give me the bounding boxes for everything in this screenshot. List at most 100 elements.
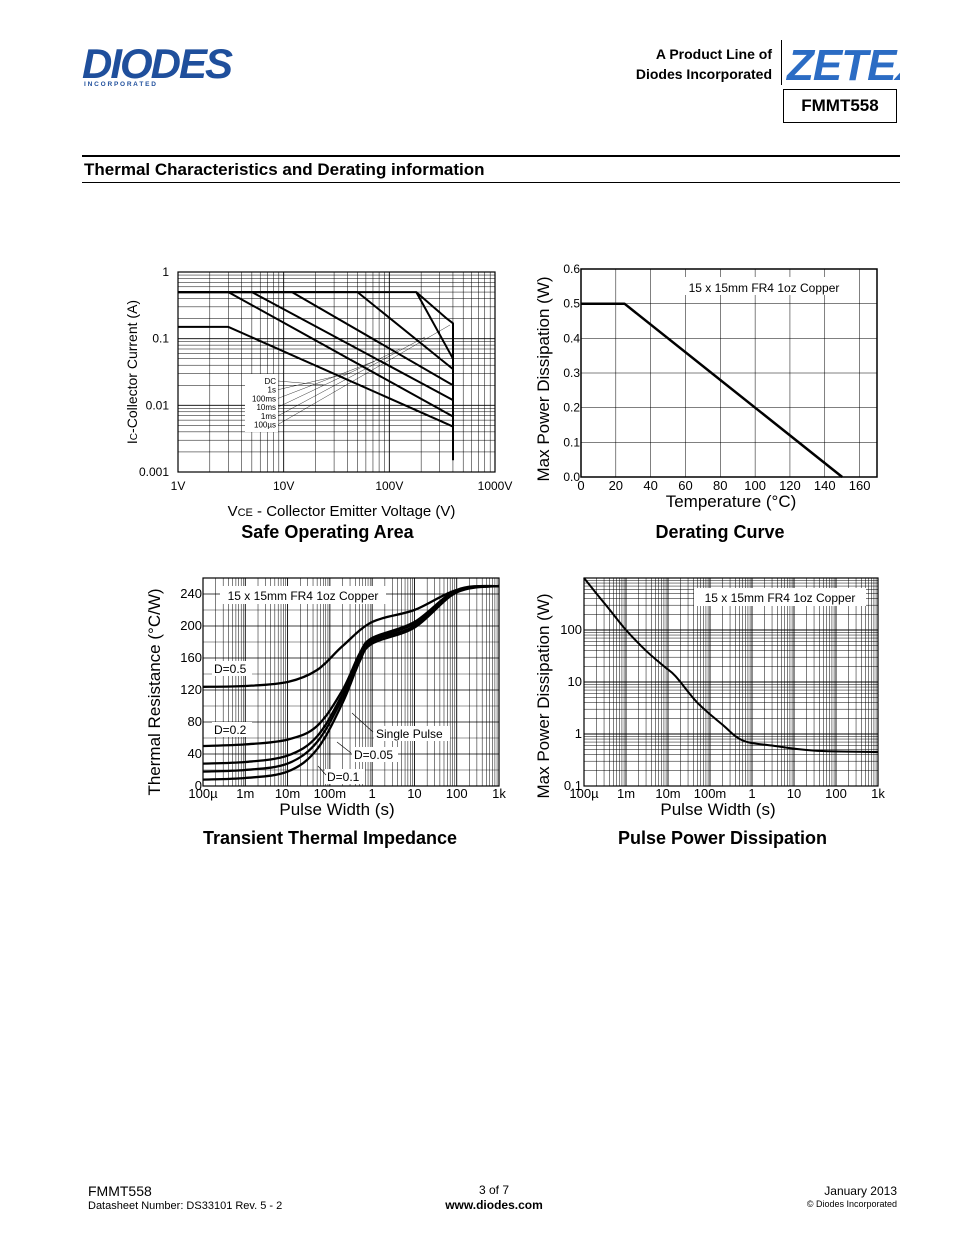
soa-legend-label: 100µs (254, 421, 276, 430)
transient-curve-line (202, 584, 500, 781)
derating-y-tick-label: 0.3 (563, 366, 580, 380)
soa-frame (177, 271, 496, 473)
derating-y-tick-label: 0.4 (563, 331, 580, 345)
zetex-logo: ZETEX (785, 41, 900, 86)
derating-frame (580, 268, 878, 478)
transient-series-label-bg (325, 769, 365, 784)
soa-legend-label: 10ms (256, 403, 276, 412)
soa-legend-pointer (277, 360, 376, 399)
derating-x-tick-label: 40 (643, 478, 657, 493)
diodes-logo-text: DIODES (82, 40, 233, 87)
transient-y-tick-label: 0 (195, 778, 202, 793)
transient-x-tick-label: 10 (407, 786, 421, 801)
soa-y-tick-label: 0.1 (152, 332, 169, 346)
transient-y-tick-label: 160 (180, 650, 202, 665)
transient-x-tick-label: 1m (236, 786, 254, 801)
product-line-1: A Product Line of (655, 46, 772, 62)
transient-x-tick-label: 1k (492, 786, 506, 801)
transient-label-pointer (317, 765, 327, 776)
transient-series-label-bg (374, 726, 450, 741)
pulse-x-tick-label: 100 (825, 786, 847, 801)
pulse-y-tick-label: 100 (560, 622, 582, 637)
transient-y-tick-label: 200 (180, 618, 202, 633)
transient-series-label: Single Pulse (376, 727, 443, 741)
transient-series-label: D=0.05 (354, 748, 393, 762)
header-divider (781, 40, 782, 85)
transient-series-label-bg (352, 747, 398, 762)
section-bottom-rule (82, 182, 900, 183)
derating-curve-line (581, 302, 843, 478)
soa-y-tick-label: 1 (162, 265, 169, 279)
soa-y-axis-label: IC-Collector Current (A) (124, 300, 140, 444)
transient-label-pointer (336, 741, 352, 754)
transient-x-tick-label: 1 (369, 786, 376, 801)
soa-chart: 1V 10V 100V 1000V 1 0.1 0.01 0.001 DC1s100ms10ms… (124, 265, 512, 520)
soa-legend-pointer (277, 324, 451, 425)
derating-y-tick-label: 0.0 (563, 470, 580, 484)
transient-series-label-bg (212, 722, 252, 737)
section-title: Thermal Characteristics and Derating inf… (84, 160, 485, 179)
transient-series-label: D=0.1 (327, 770, 360, 784)
soa-legend-pointer (277, 380, 326, 386)
footer-url[interactable]: www.diodes.com (445, 1198, 543, 1212)
soa-y-tick-label: 0.01 (146, 398, 170, 412)
derating-x-axis-label: Temperature (°C) (666, 492, 797, 511)
derating-x-tick-label: 100 (744, 478, 766, 493)
transient-x-tick-label: 100µ (188, 786, 218, 801)
derating-x-tick-label: 120 (779, 478, 801, 493)
soa-legend-bg (245, 374, 278, 432)
derating-x-tick-label: 20 (609, 478, 623, 493)
footer-part: FMMT558 (88, 1183, 152, 1199)
transient-y-tick-label: 40 (188, 746, 202, 761)
pulse-power-chart: 100µ 1m 10m 100m 1 10 100 1k 0.1 1 10 100 15 x 15mm … (534, 577, 885, 819)
pulse-x-tick-label: 100m (694, 786, 727, 801)
transient-label-pointer (351, 712, 374, 733)
pulse-x-tick-label: 10 (787, 786, 801, 801)
transient-curve-line (202, 584, 500, 765)
transient-x-tick-label: 100m (314, 786, 347, 801)
pulse-x-tick-label: 1m (617, 786, 635, 801)
soa-x-tick-label: 100V (375, 479, 403, 493)
derating-x-tick-label: 140 (814, 478, 836, 493)
soa-legend-label: DC (264, 377, 276, 386)
pulse-x-tick-label: 10m (655, 786, 680, 801)
pulse-power-title: Pulse Power Dissipation (617, 828, 828, 848)
transient-title: Transient Thermal Impedance (202, 828, 458, 848)
transient-series-label: D=0.5 (214, 662, 247, 676)
soa-x-tick-label: 10V (273, 479, 294, 493)
derating-chart: 0 20 40 60 80 100 120 140 160 0.0 0.1 0.2 0.3 0.4 0.5 0… (534, 262, 878, 511)
derating-x-tick-label: 160 (849, 478, 871, 493)
transient-y-tick-label: 240 (180, 586, 202, 601)
zetex-logo-text: ZETEX (785, 41, 900, 86)
transient-series-label-bg (212, 661, 252, 676)
pulse-x-tick-label: 1k (871, 786, 885, 801)
pulse-curve-line (583, 577, 879, 753)
diodes-logo-subtext: I N C O R P O R A T E D (84, 81, 156, 88)
transient-x-tick-label: 100 (446, 786, 468, 801)
section-top-rule (82, 155, 900, 157)
pulse-annotation-bg (694, 588, 866, 606)
transient-y-tick-label: 80 (188, 714, 202, 729)
pulse-annotation: 15 x 15mm FR4 1oz Copper (705, 591, 856, 605)
soa-legend-label: 1ms (261, 412, 276, 421)
pulse-x-tick-label: 100µ (569, 786, 599, 801)
pulse-x-tick-label: 1 (748, 786, 755, 801)
derating-annotation: 15 x 15mm FR4 1oz Copper (689, 281, 840, 295)
derating-y-tick-label: 0.6 (563, 262, 580, 276)
soa-legend-pointer (277, 348, 401, 408)
pulse-x-axis-label: Pulse Width (s) (660, 800, 775, 819)
derating-x-tick-label: 80 (713, 478, 727, 493)
transient-x-axis-label: Pulse Width (s) (279, 800, 394, 819)
pulse-y-axis-label: Max Power Dissipation (W) (534, 594, 553, 799)
derating-title: Derating Curve (655, 522, 785, 542)
pulse-frame (583, 577, 879, 787)
soa-limit-line (415, 291, 454, 461)
transient-frame (202, 577, 500, 787)
soa-legend-pointer (277, 336, 426, 416)
derating-annotation-bg (678, 277, 850, 295)
diodes-logo: DIODES I N C O R P O R A T E D (82, 40, 235, 88)
pulse-y-tick-label: 10 (568, 674, 582, 689)
derating-y-tick-label: 0.5 (563, 297, 580, 311)
transient-y-tick-label: 120 (180, 682, 202, 697)
soa-curve-line (178, 325, 454, 428)
